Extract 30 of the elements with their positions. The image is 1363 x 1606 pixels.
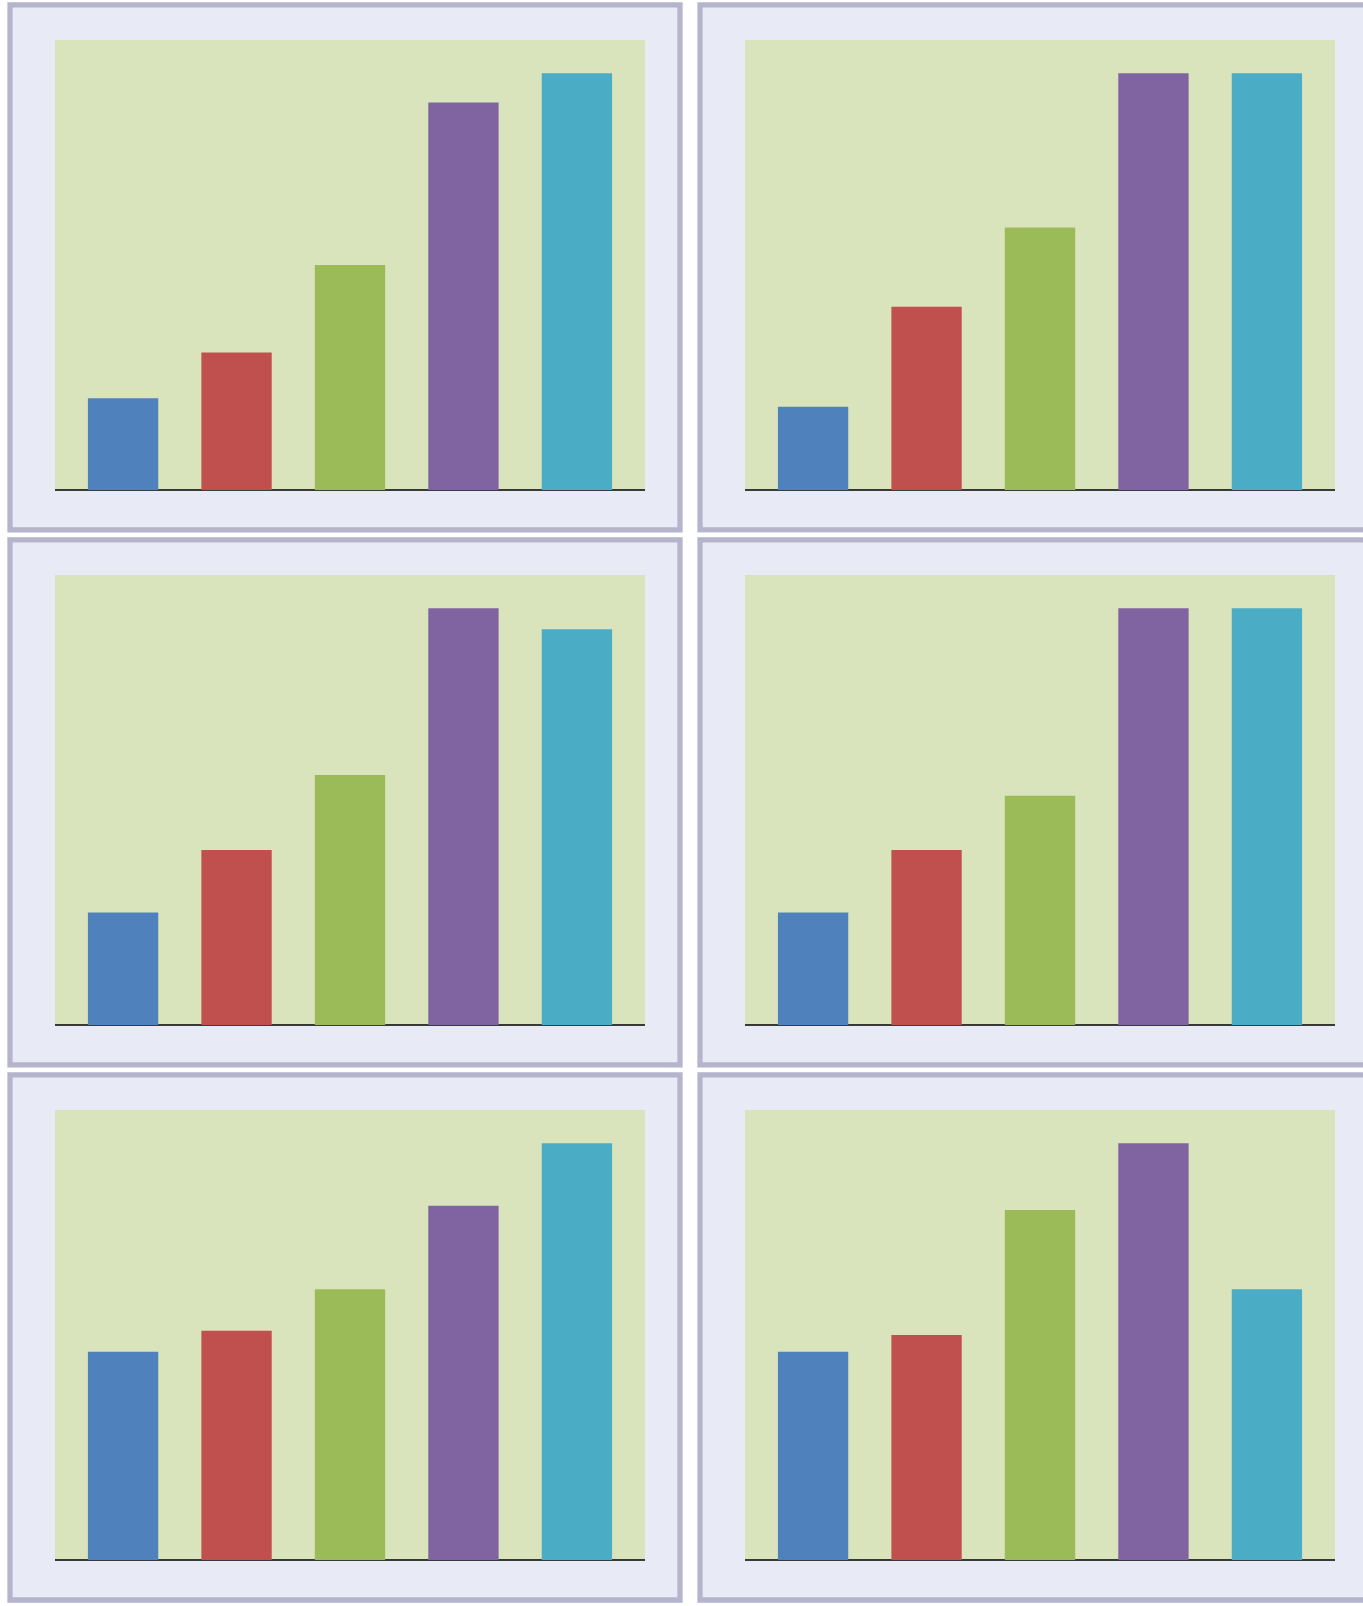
bar xyxy=(541,629,613,1025)
bar xyxy=(201,850,272,1025)
bar xyxy=(1004,227,1076,490)
bar xyxy=(1118,608,1189,1025)
bar xyxy=(201,352,272,490)
bar xyxy=(314,1289,386,1560)
bar xyxy=(777,912,849,1025)
bar xyxy=(1118,1143,1189,1560)
bar xyxy=(1118,73,1189,490)
bar xyxy=(201,1330,272,1560)
bar xyxy=(87,1351,159,1560)
bar xyxy=(891,306,962,490)
bar xyxy=(541,1143,613,1560)
bar xyxy=(1231,608,1303,1025)
bar xyxy=(314,774,386,1025)
bar xyxy=(1004,795,1076,1025)
bar xyxy=(314,264,386,490)
bar xyxy=(891,850,962,1025)
bar xyxy=(541,73,613,490)
bar xyxy=(87,912,159,1025)
bar xyxy=(428,1205,499,1560)
bar xyxy=(87,398,159,490)
bar xyxy=(1231,73,1303,490)
bar xyxy=(777,1351,849,1560)
bar xyxy=(1231,1289,1303,1560)
bar xyxy=(428,102,499,490)
bar xyxy=(1004,1210,1076,1560)
bar xyxy=(777,406,849,490)
bar xyxy=(891,1335,962,1560)
bar xyxy=(428,608,499,1025)
